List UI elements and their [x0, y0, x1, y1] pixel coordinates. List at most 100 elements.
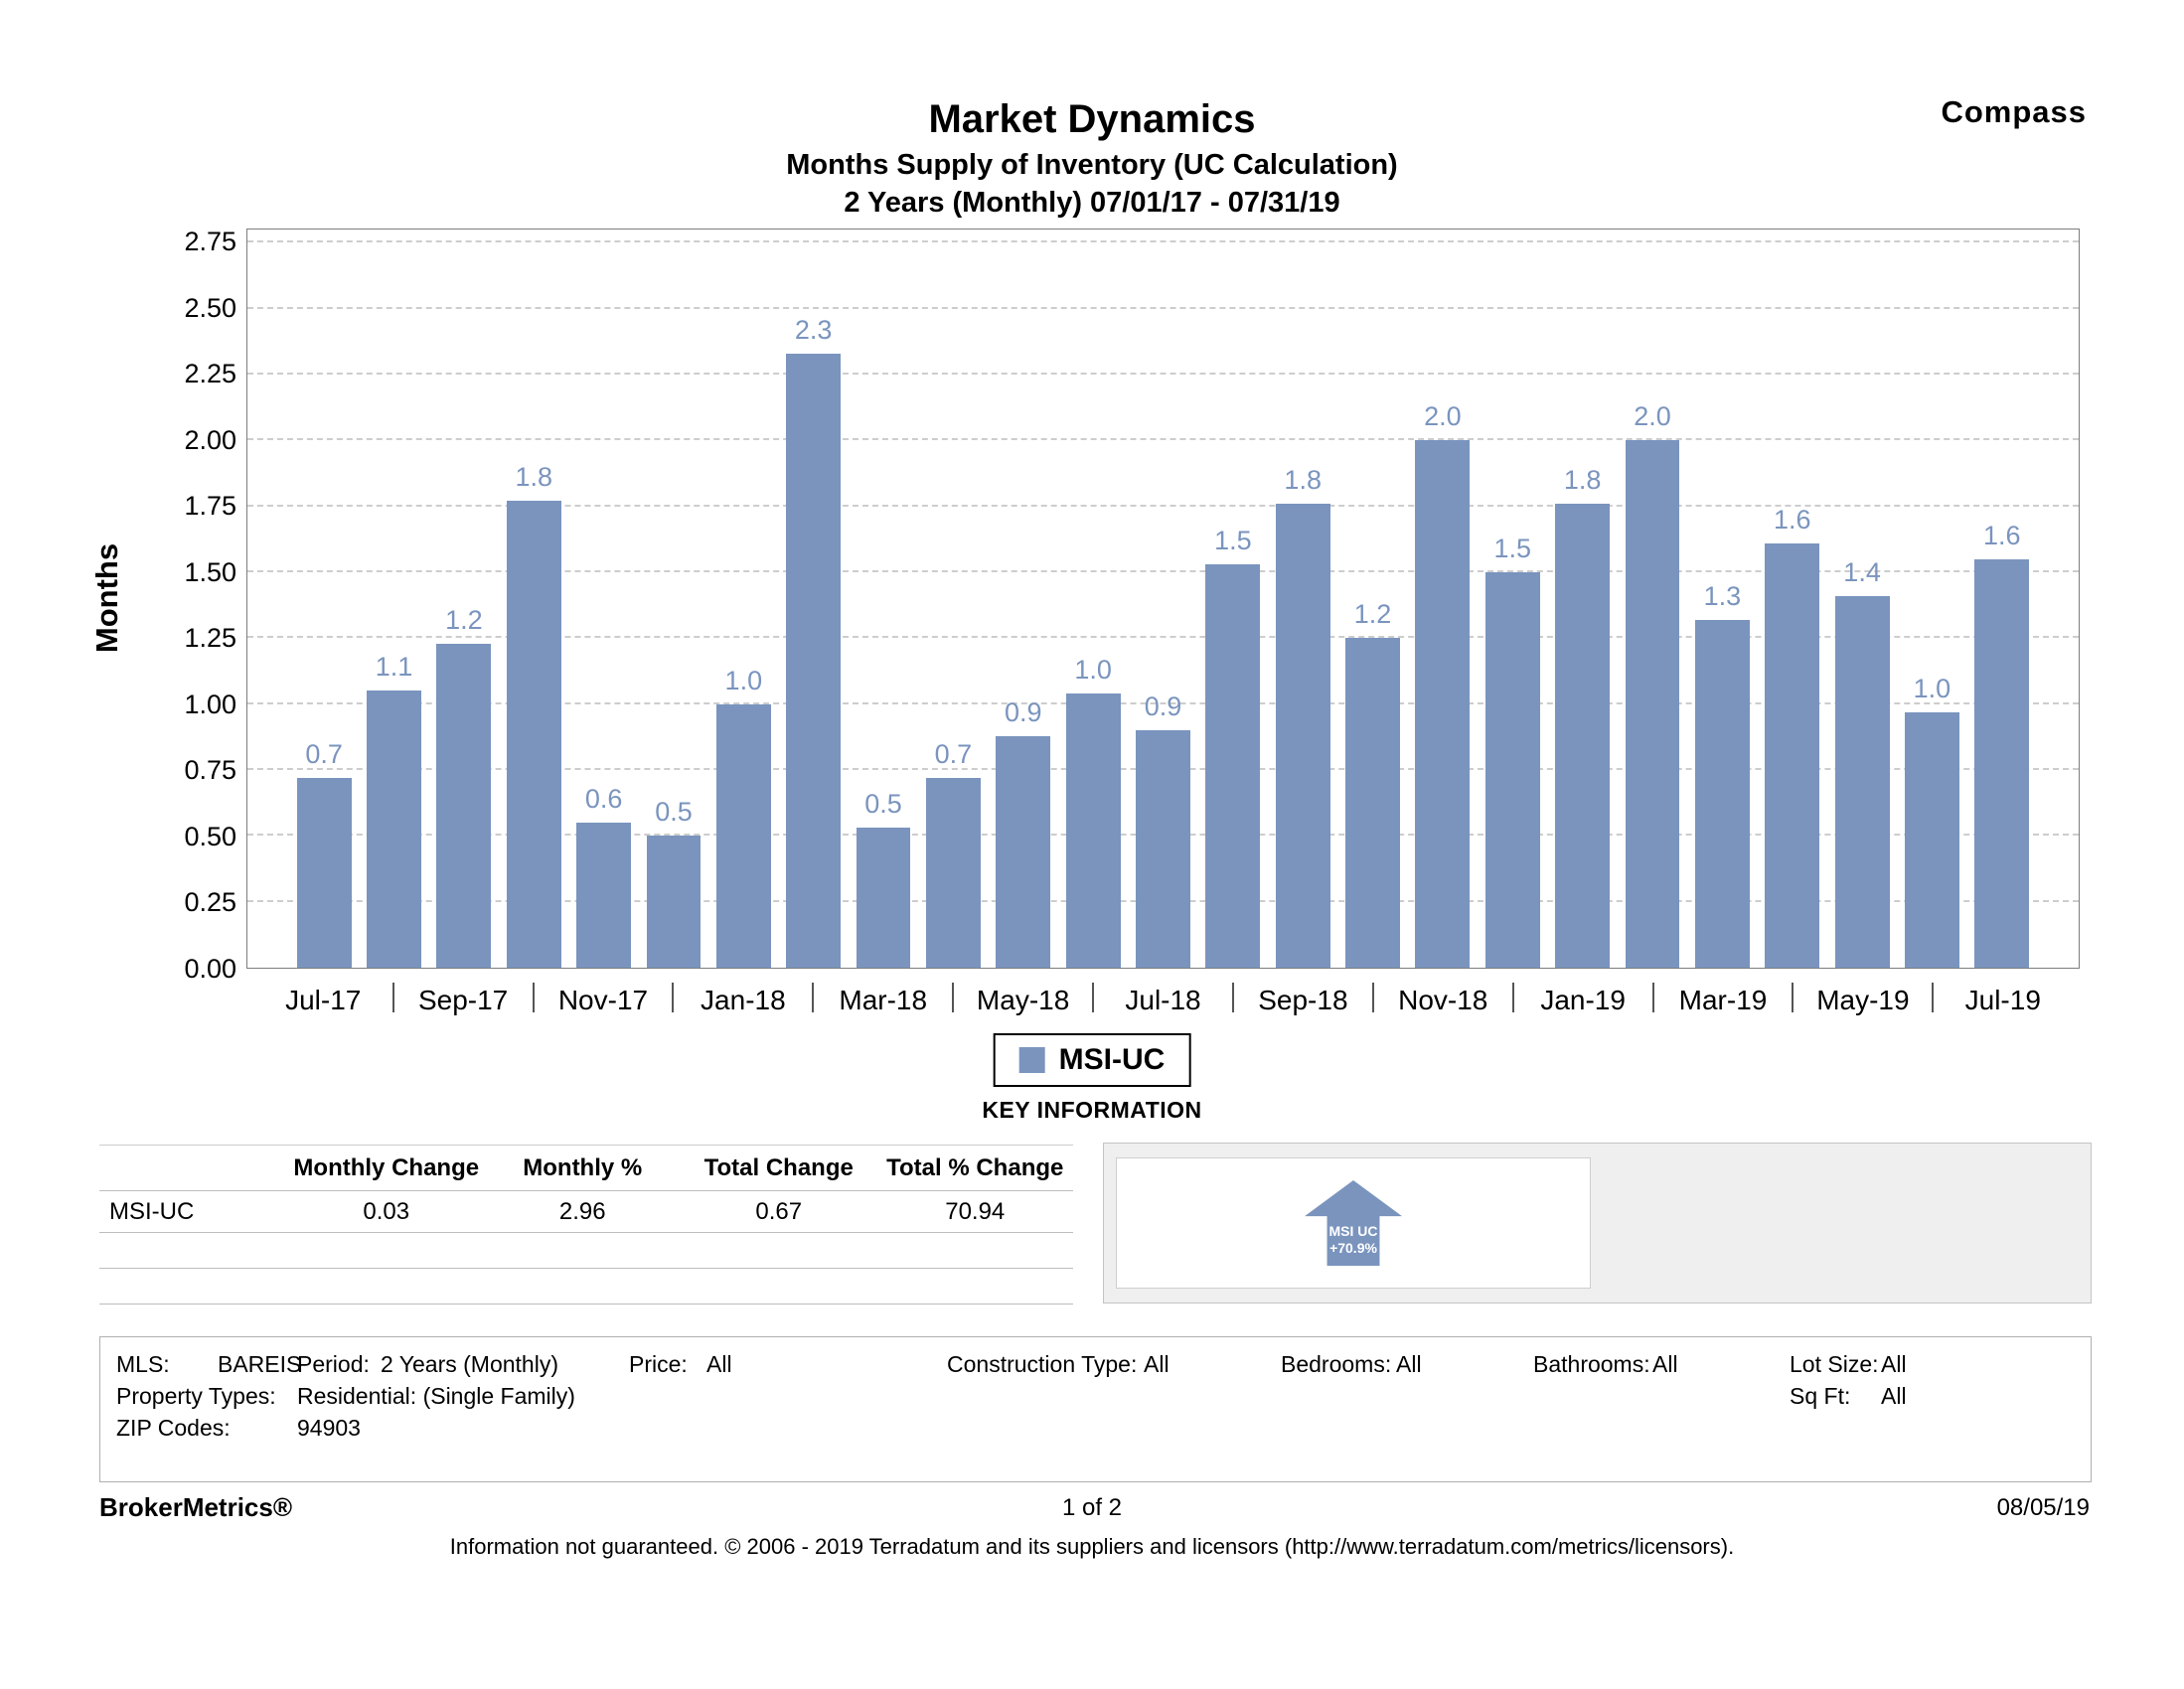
- gridline: [247, 504, 2079, 507]
- bar-Jan-19: [1555, 503, 1611, 968]
- sq-ft-value: All: [1881, 1383, 1907, 1409]
- property-types-value: Residential: (Single Family): [297, 1383, 575, 1409]
- bar-value-label: 1.0: [1913, 673, 1951, 703]
- bar-slot: 1.8: [499, 230, 568, 968]
- bar-value-label: 1.2: [445, 604, 483, 635]
- x-axis-row: Jul-17 Sep-17 Nov-17 Jan-18 Mar-18 May-18 Jul-…: [285, 979, 2041, 1020]
- x-tick-label: Mar-18: [839, 985, 928, 1015]
- key-information-heading: KEY INFORMATION: [982, 1097, 1202, 1123]
- bar-value-label: 0.5: [864, 789, 902, 820]
- y-tick-label: 2.75: [184, 227, 236, 257]
- trend-arrow-line2: +70.9%: [1329, 1240, 1377, 1257]
- bar-Jan-18: [715, 703, 771, 968]
- x-tick-mark: [391, 983, 394, 1012]
- bar-Jun-18: [1065, 693, 1121, 968]
- bar-value-label: 0.9: [1004, 696, 1042, 727]
- x-tick-mark: [1511, 983, 1514, 1012]
- bar-Mar-19: [1694, 619, 1750, 968]
- x-tick-label: Jul-19: [1964, 985, 2041, 1015]
- x-tick-label: Nov-17: [557, 985, 649, 1015]
- zip-codes-label: ZIP Codes:: [116, 1415, 231, 1441]
- bar-value-label: 0.7: [305, 738, 343, 769]
- bar-slot: 0.5: [849, 230, 918, 968]
- indicator-inner-box: MSI UC +70.9%: [1116, 1157, 1591, 1289]
- x-tick-label: May-18: [976, 985, 1070, 1015]
- bar-slot: 0.9: [1128, 230, 1197, 968]
- gridline: [247, 636, 2079, 639]
- x-tick-label: Jul-18: [1125, 985, 1201, 1015]
- bar-value-label: 0.9: [1144, 691, 1182, 722]
- bar-value-label: 1.6: [1983, 520, 2021, 550]
- bar-value-label: 1.3: [1703, 580, 1742, 611]
- bar-slot: 1.2: [429, 230, 499, 968]
- sq-ft-label: Sq Ft:: [1790, 1383, 1851, 1409]
- y-tick-label: 0.50: [184, 821, 236, 851]
- y-tick-label: 1.00: [184, 689, 236, 719]
- x-tick-mark: [532, 983, 535, 1012]
- bar-slot: 1.5: [1198, 230, 1268, 968]
- bar-Jun-19: [1905, 711, 1959, 968]
- x-tick-mark: [1651, 983, 1654, 1012]
- bar-slot: 0.6: [568, 230, 638, 968]
- x-tick-mark: [1092, 983, 1095, 1012]
- bar-slot: 0.9: [989, 230, 1058, 968]
- bathrooms-label: Bathrooms:: [1533, 1351, 1650, 1377]
- trend-up-arrow-icon: MSI UC +70.9%: [1305, 1180, 1402, 1266]
- value-total-pct-change: 70.94: [945, 1197, 1006, 1225]
- y-tick-label: 0.00: [184, 954, 236, 984]
- legend-swatch-icon: [1018, 1047, 1045, 1073]
- bar-value-label: 2.0: [1634, 401, 1671, 432]
- gridline: [247, 306, 2079, 309]
- table-row: MSI-UC 0.03 2.96 0.67 70.94: [99, 1191, 1073, 1233]
- price-label: Price:: [629, 1351, 688, 1377]
- bar-slot: 1.0: [708, 230, 778, 968]
- bar-Sep-17: [436, 643, 492, 968]
- bar-slot: 1.3: [1687, 230, 1757, 968]
- table-empty-row: [99, 1233, 1073, 1269]
- trend-arrow-line1: MSI UC: [1328, 1223, 1378, 1240]
- chart-period-subtitle: 2 Years (Monthly) 07/01/17 - 07/31/19: [844, 187, 1340, 219]
- bar-slot: 1.8: [1268, 230, 1337, 968]
- bathrooms-value: All: [1652, 1351, 1678, 1377]
- bar-slot: 2.0: [1618, 230, 1687, 968]
- bar-Aug-17: [367, 691, 421, 968]
- bar-value-label: 1.8: [515, 462, 553, 493]
- bar-Nov-18: [1415, 440, 1471, 968]
- indicator-panel: MSI UC +70.9%: [1103, 1143, 2092, 1304]
- bar-slot: 1.1: [359, 230, 428, 968]
- gridline: [247, 701, 2079, 704]
- bar-Apr-18: [925, 777, 981, 968]
- gridline: [247, 240, 2079, 243]
- table-header-row: Monthly Change Monthly % Total Change To…: [99, 1146, 1073, 1191]
- bar-slot: 1.2: [1337, 230, 1407, 968]
- x-tick-label: Mar-19: [1678, 985, 1768, 1015]
- bar-Apr-19: [1765, 542, 1820, 968]
- bar-Dec-17: [646, 836, 702, 968]
- bar-Oct-17: [506, 501, 561, 968]
- bar-slot: 0.5: [639, 230, 708, 968]
- gridline: [247, 438, 2079, 441]
- bar-Jul-18: [1136, 730, 1190, 968]
- bars-row: 0.7 1.1 1.2 1.8 0.6 0.5 1.0 2.3 0.5 0.7 0.9 1.0 0.9 1…: [289, 230, 2037, 968]
- period-value: 2 Years (Monthly): [381, 1351, 558, 1377]
- property-types-label: Property Types:: [116, 1383, 276, 1409]
- construction-type-label: Construction Type:: [947, 1351, 1138, 1377]
- bar-chart: 0.7 1.1 1.2 1.8 0.6 0.5 1.0 2.3 0.5 0.7 0.9 1.0 0.9 1…: [246, 229, 2080, 969]
- bar-May-19: [1834, 595, 1890, 968]
- x-tick-label: Jul-17: [285, 985, 362, 1015]
- bar-value-label: 1.8: [1563, 464, 1602, 495]
- compass-logo: Compass: [1941, 94, 2087, 129]
- gridline: [247, 372, 2079, 375]
- bar-slot: 1.4: [1827, 230, 1897, 968]
- y-tick-label: 2.50: [184, 292, 236, 323]
- legend: MSI-UC: [993, 1033, 1191, 1087]
- bar-May-18: [996, 735, 1051, 968]
- value-monthly-change: 0.03: [363, 1197, 410, 1225]
- gridline: [247, 569, 2079, 572]
- bar-slot: 2.3: [779, 230, 849, 968]
- brokermetrics-label: BrokerMetrics®: [99, 1492, 293, 1522]
- x-tick-label: Nov-18: [1398, 985, 1488, 1015]
- y-tick-label: 1.50: [184, 556, 236, 587]
- report-date: 08/05/19: [1996, 1494, 2090, 1521]
